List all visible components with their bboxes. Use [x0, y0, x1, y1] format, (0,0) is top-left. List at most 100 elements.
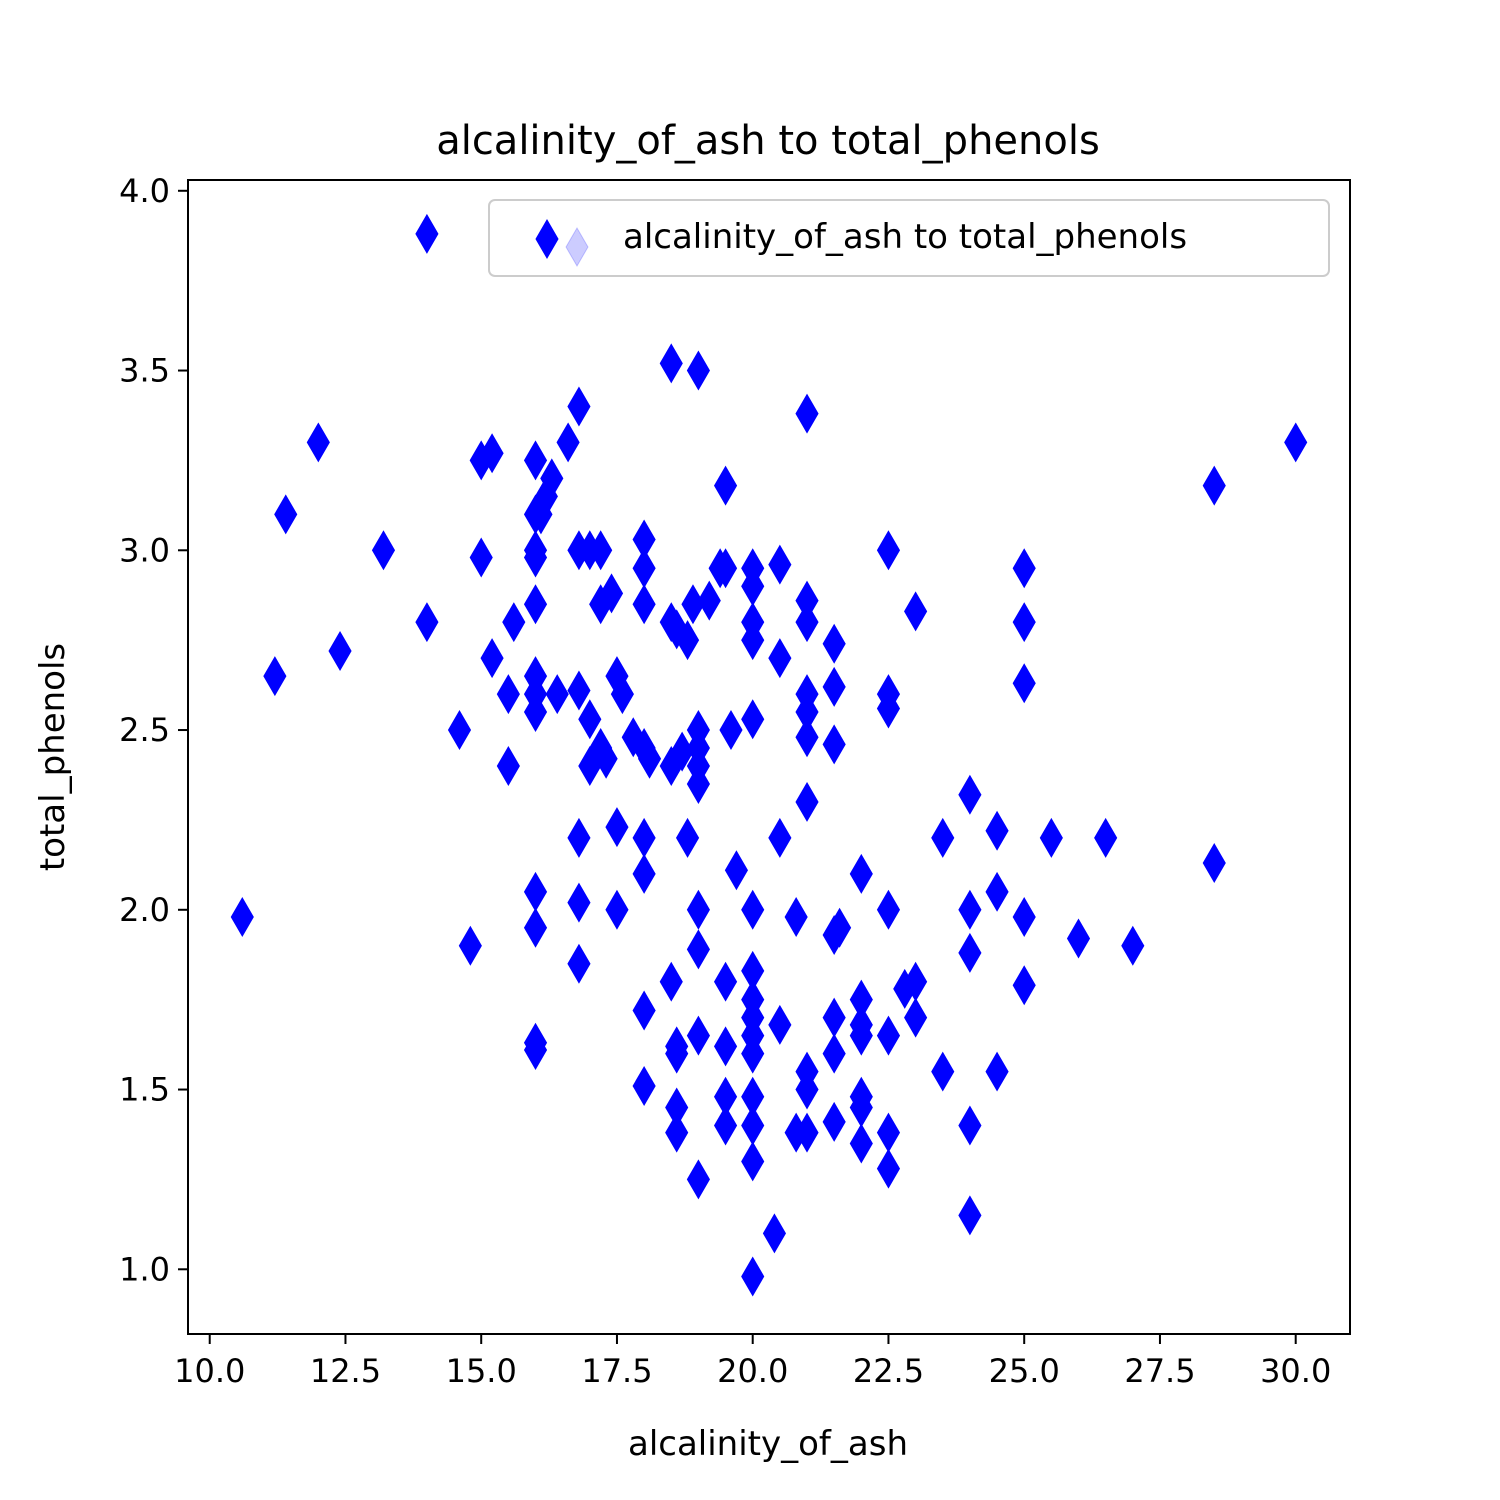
data-point	[567, 882, 591, 923]
data-point	[1066, 918, 1091, 959]
data-point	[958, 774, 982, 815]
data-point	[1121, 925, 1145, 966]
x-tick-label: 10.0	[174, 1352, 245, 1390]
data-point	[713, 1105, 738, 1146]
data-point	[741, 620, 765, 661]
data-point	[523, 440, 548, 481]
data-point	[985, 1051, 1009, 1092]
data-point	[876, 530, 901, 571]
data-point	[822, 623, 846, 664]
data-point	[610, 674, 634, 715]
data-point	[686, 350, 710, 391]
data-point	[985, 810, 1009, 851]
data-point	[415, 602, 439, 643]
data-point	[1012, 663, 1036, 704]
data-point	[480, 638, 504, 679]
data-point	[719, 710, 743, 751]
data-point	[523, 537, 548, 578]
x-tick-label: 15.0	[446, 1352, 517, 1390]
legend-label: alcalinity_of_ash to total_phenols	[623, 217, 1187, 257]
data-point	[822, 724, 846, 765]
data-point	[1012, 548, 1036, 589]
data-point	[589, 530, 613, 571]
data-point	[496, 745, 520, 786]
data-point	[768, 1004, 792, 1045]
data-point	[578, 745, 602, 786]
x-axis-label: alcalinity_of_ash	[628, 1424, 908, 1464]
x-tick-label: 22.5	[853, 1352, 924, 1390]
data-point	[724, 850, 748, 891]
data-point	[713, 548, 738, 589]
data-point	[502, 602, 526, 643]
y-tick-label: 4.0	[119, 172, 170, 210]
data-point	[822, 666, 846, 707]
data-point	[594, 738, 618, 779]
data-point	[675, 817, 700, 858]
data-point	[686, 763, 710, 804]
data-point	[523, 692, 548, 733]
data-point	[958, 1105, 982, 1146]
data-point	[599, 573, 624, 614]
chart-title: alcalinity_of_ash to total_phenols	[436, 118, 1100, 164]
x-tick-label: 17.5	[581, 1352, 652, 1390]
data-point	[1039, 817, 1063, 858]
data-point	[523, 584, 548, 625]
data-point	[567, 670, 591, 711]
data-point	[795, 717, 819, 758]
data-point	[605, 807, 629, 848]
data-point	[263, 656, 287, 697]
data-point	[675, 620, 700, 661]
data-point	[1012, 896, 1036, 937]
x-tick-label: 30.0	[1260, 1352, 1331, 1390]
data-point	[931, 1051, 955, 1092]
data-point	[741, 1141, 765, 1182]
data-point	[741, 1033, 765, 1074]
data-point	[713, 465, 738, 506]
data-point	[328, 630, 352, 671]
data-point	[876, 1015, 901, 1056]
y-axis-label: total_phenols	[33, 643, 73, 871]
data-point	[686, 889, 710, 930]
data-point	[958, 932, 982, 973]
data-point	[795, 393, 819, 434]
data-point	[904, 997, 928, 1038]
data-point	[567, 386, 591, 427]
data-point	[556, 422, 580, 463]
x-tick-label: 12.5	[310, 1352, 381, 1390]
points-layer	[230, 213, 1308, 1297]
data-point	[795, 1069, 819, 1110]
data-point	[985, 871, 1009, 912]
data-point	[371, 530, 396, 571]
legend: alcalinity_of_ash to total_phenols	[488, 199, 1330, 277]
data-point	[686, 1015, 710, 1056]
y-axis-ticks: 1.0 1.5 2.0 2.5 3.0 3.5 4.0	[119, 172, 188, 1288]
plot-frame	[187, 179, 1351, 1335]
data-point	[415, 213, 439, 254]
data-point	[822, 1033, 846, 1074]
data-point	[713, 1026, 738, 1067]
data-point	[637, 738, 662, 779]
data-point	[849, 853, 873, 894]
data-point	[697, 580, 721, 621]
data-point	[496, 674, 520, 715]
legend-marker	[535, 219, 589, 267]
data-point	[686, 1159, 710, 1200]
data-point	[1012, 602, 1036, 643]
data-point	[795, 1112, 819, 1153]
x-tick-label: 25.0	[989, 1352, 1060, 1390]
data-point	[876, 1148, 901, 1189]
data-point	[306, 422, 330, 463]
y-tick-label: 3.5	[119, 352, 170, 390]
data-point	[578, 699, 602, 740]
x-tick-label: 20.0	[717, 1352, 788, 1390]
data-point	[605, 889, 629, 930]
x-axis-ticks: 10.0 12.5 15.0 17.5 20.0 22.5 25.0 27.5 30.0	[174, 1334, 1331, 1390]
data-point	[713, 961, 738, 1002]
y-tick-label: 1.0	[119, 1250, 170, 1288]
data-point	[665, 609, 689, 650]
data-point	[768, 817, 792, 858]
data-point	[958, 889, 982, 930]
data-point	[230, 896, 254, 937]
legend-box	[488, 199, 1330, 277]
